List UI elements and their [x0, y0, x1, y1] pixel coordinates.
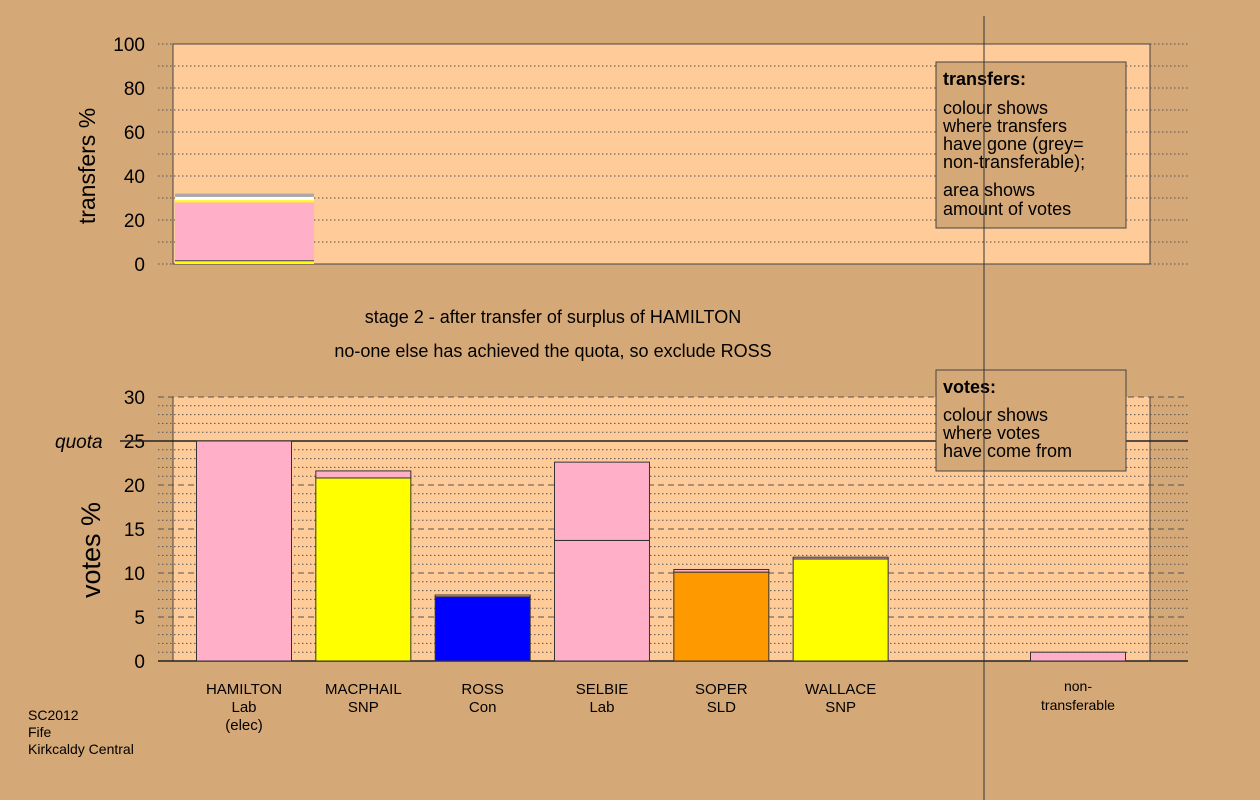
footer-constituency: Kirkcaldy Central [28, 741, 134, 757]
candidate-name-label: SELBIE [576, 681, 629, 698]
candidate-status-label: (elec) [225, 717, 263, 734]
votes-legend-box [935, 369, 1127, 472]
candidate-name-label: MACPHAIL [325, 681, 402, 698]
vote-bar-segment [792, 556, 889, 560]
votes-tick-label: 25 [124, 432, 145, 453]
transfers-legend-title: transfers: [943, 69, 1026, 89]
transfers-legend-line: colour shows [943, 98, 1048, 118]
transfers-legend-box [935, 61, 1127, 229]
candidate-party-label: SNP [825, 699, 856, 716]
candidate-party-label: SNP [348, 699, 379, 716]
votes-legend-title: votes: [943, 377, 996, 397]
candidate-party-label: SLD [707, 699, 736, 716]
vote-bar-segment [315, 477, 412, 662]
candidate-name-label: ROSS [461, 681, 504, 698]
vote-bar-segment [434, 596, 531, 662]
transfers-axis-label: transfers % [74, 108, 100, 224]
vote-bar-segment [553, 539, 650, 662]
candidate-party-label: Con [469, 699, 497, 716]
quota-label: quota [55, 432, 103, 453]
footer-election: SC2012 [28, 707, 79, 723]
transfers-bar-segment [175, 202, 314, 259]
transfers-bar-segment [175, 196, 314, 201]
candidate-name-label: WALLACE [805, 681, 876, 698]
vote-bar-segment [673, 568, 770, 573]
votes-tick-label: 5 [134, 608, 145, 629]
votes-tick-label: 30 [124, 388, 145, 409]
votes-axis-label: votes % [76, 502, 106, 598]
transfers-legend-line: amount of votes [943, 199, 1071, 219]
transfers-tick-label: 80 [124, 79, 145, 100]
vote-bar-segment [434, 594, 531, 598]
transfers-legend-line: have gone (grey= [943, 134, 1084, 154]
vote-bar-segment [315, 470, 412, 479]
stage-subtitle: no-one else has achieved the quota, so e… [334, 341, 771, 361]
candidate-party-label: Lab [589, 699, 614, 716]
stage-title: stage 2 - after transfer of surplus of H… [365, 307, 741, 327]
vote-bar-segment [553, 461, 650, 541]
transfers-bar-segment [175, 200, 314, 203]
transfers-tick-label: 40 [124, 167, 145, 188]
transfers-bar-segment [175, 193, 314, 197]
transfers-legend-line: where transfers [942, 116, 1067, 136]
transfers-legend-line: non-transferable); [943, 152, 1085, 172]
candidate-name-label: SOPER [695, 681, 748, 698]
transfers-tick-label: 60 [124, 123, 145, 144]
transfers-tick-label: 0 [134, 255, 145, 276]
vote-bar-segment [673, 571, 770, 662]
votes-tick-label: 20 [124, 476, 145, 497]
candidate-name-label: HAMILTON [206, 681, 282, 698]
nontransferable-bar [1030, 651, 1126, 662]
votes-legend-line: colour shows [943, 405, 1048, 425]
transfers-bar-segment [175, 258, 314, 261]
transfers-tick-label: 20 [124, 211, 145, 232]
transfers-tick-label: 100 [113, 35, 145, 56]
nontransferable-label: non- [1064, 678, 1092, 694]
vote-bar-segment [196, 440, 292, 662]
vote-bar-segment [792, 558, 889, 662]
votes-tick-label: 10 [124, 564, 145, 585]
transfers-plot-frame [172, 43, 1151, 265]
candidate-party-label: Lab [231, 699, 256, 716]
transfers-bar-segment [175, 260, 314, 264]
votes-legend-line: have come from [943, 441, 1072, 461]
transfers-legend-line: area shows [943, 180, 1035, 200]
votes-legend-line: where votes [942, 423, 1040, 443]
votes-tick-label: 0 [134, 652, 145, 673]
footer-region: Fife [28, 724, 52, 740]
nontransferable-label: transferable [1041, 697, 1115, 713]
votes-tick-label: 15 [124, 520, 145, 541]
